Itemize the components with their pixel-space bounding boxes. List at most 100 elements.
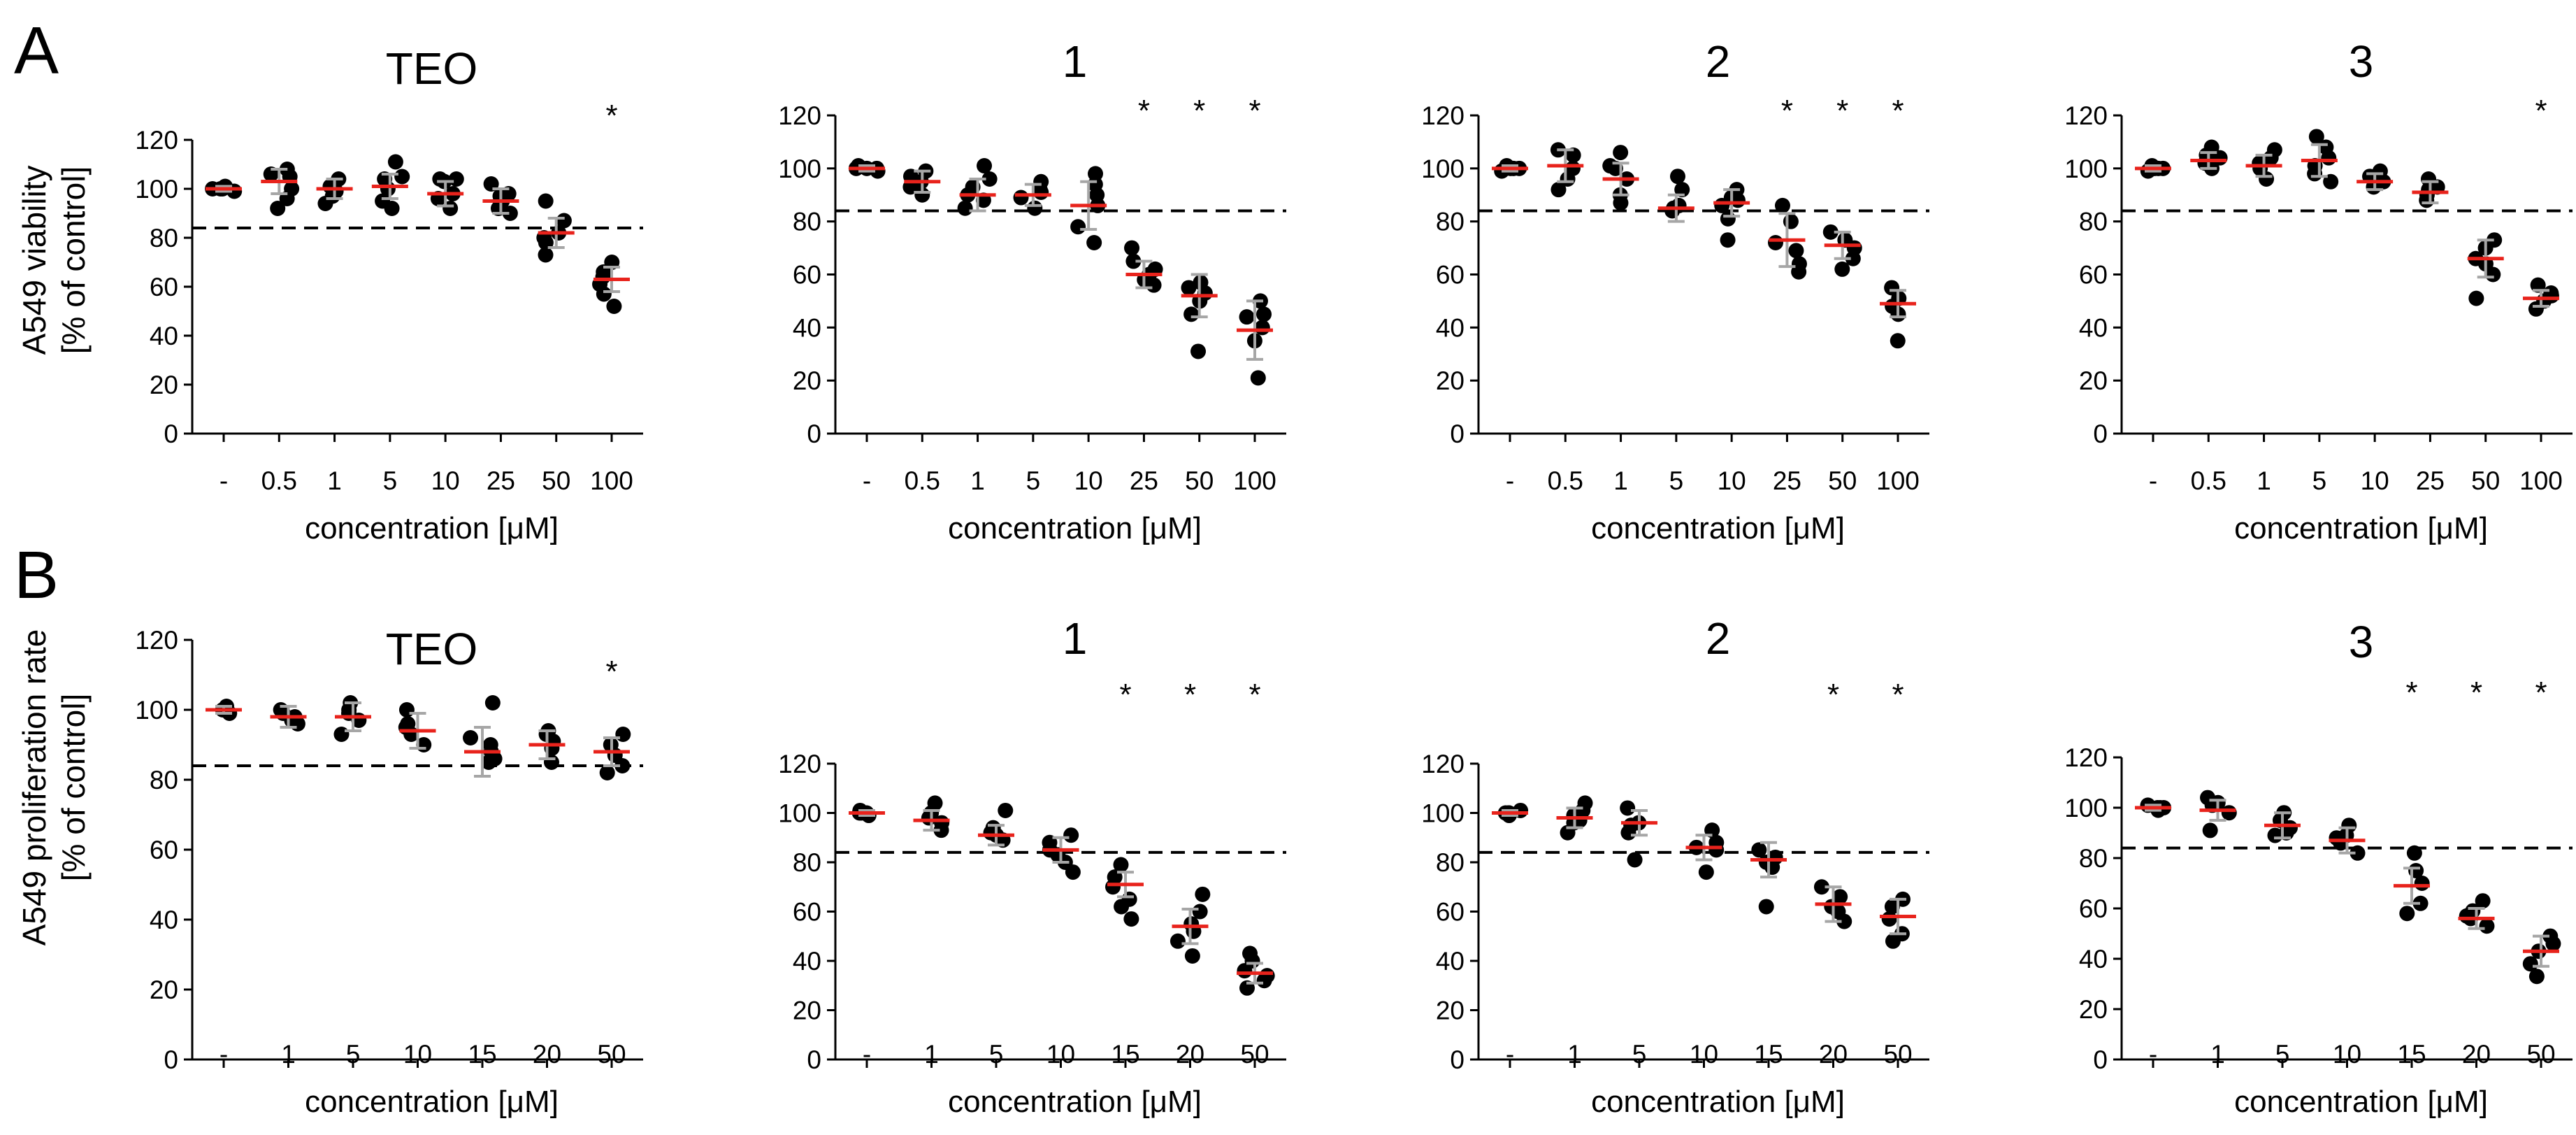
y-tick-label: 0 bbox=[2093, 420, 2108, 448]
data-point bbox=[482, 737, 498, 752]
x-tick-label: 10 bbox=[431, 466, 460, 495]
x-axis-label: concentration [μM] bbox=[2234, 1085, 2488, 1119]
chart-viability-teo: TEO 0 20 40 60 80 100 120 - 0.5 1 5 10 25 50 100 * concen… bbox=[135, 43, 643, 545]
row-a-y-label-line2: [% of control] bbox=[55, 166, 92, 354]
x-tick-label: 1 bbox=[2210, 1040, 2225, 1069]
x-tick-label: 10 bbox=[1690, 1040, 1718, 1069]
data-point bbox=[1774, 197, 1790, 213]
x-tick-label: 5 bbox=[2275, 1040, 2290, 1069]
data-point bbox=[384, 201, 400, 216]
y-tick-label: 40 bbox=[1436, 947, 1465, 976]
x-tick-label: 5 bbox=[2312, 466, 2327, 495]
x-tick-label: 1 bbox=[924, 1040, 939, 1069]
data-point bbox=[1146, 277, 1162, 293]
x-tick-label: - bbox=[1506, 466, 1514, 495]
y-tick-label: 100 bbox=[1421, 155, 1465, 183]
data-point bbox=[463, 730, 479, 745]
data-point bbox=[1237, 963, 1253, 979]
x-tick-label: 15 bbox=[2397, 1040, 2426, 1069]
data-point bbox=[1758, 899, 1774, 915]
data-point bbox=[1089, 187, 1105, 203]
significance-star: * bbox=[605, 99, 617, 133]
data-point bbox=[2321, 150, 2337, 166]
x-tick-label: - bbox=[220, 1040, 228, 1069]
x-tick-label: 20 bbox=[2462, 1040, 2491, 1069]
data-point bbox=[614, 758, 631, 773]
y-tick-label: 40 bbox=[2079, 945, 2108, 973]
x-tick-label: 20 bbox=[1176, 1040, 1204, 1069]
row-b-y-label: A549 proliferation rate [% of control] bbox=[16, 629, 92, 946]
data-point bbox=[1620, 800, 1636, 816]
x-tick-label: 1 bbox=[281, 1040, 296, 1069]
row-a-y-label: A549 viability [% of control] bbox=[16, 165, 92, 355]
data-point bbox=[1602, 158, 1618, 174]
x-tick-label: 50 bbox=[1883, 1040, 1912, 1069]
y-tick-label: 20 bbox=[150, 976, 178, 1004]
row-a-y-label-line1: A549 viability bbox=[16, 165, 52, 355]
x-tick-label: 0.5 bbox=[905, 466, 940, 495]
data-point bbox=[2475, 893, 2491, 909]
data-point bbox=[1114, 899, 1130, 915]
y-tick-label: 80 bbox=[2079, 208, 2108, 236]
y-tick-label: 100 bbox=[2064, 794, 2108, 822]
x-tick-label: 5 bbox=[1632, 1040, 1647, 1069]
y-tick-label: 40 bbox=[1436, 313, 1465, 342]
y-tick-label: 120 bbox=[778, 101, 821, 130]
data-point bbox=[1720, 210, 1736, 227]
data-point bbox=[933, 822, 949, 838]
x-tick-label: - bbox=[220, 466, 228, 495]
data-point bbox=[1170, 933, 1186, 949]
x-tick-label: 1 bbox=[1613, 466, 1628, 495]
y-tick-label: 20 bbox=[2079, 366, 2108, 395]
data-point bbox=[1195, 886, 1211, 902]
y-tick-label: 80 bbox=[1436, 848, 1465, 877]
data-point bbox=[487, 751, 503, 766]
x-tick-label: 25 bbox=[1773, 466, 1801, 495]
data-point bbox=[1671, 197, 1687, 213]
data-point bbox=[1013, 190, 1029, 206]
x-tick-label: 50 bbox=[597, 1040, 626, 1069]
y-tick-label: 120 bbox=[135, 126, 178, 155]
x-tick-label: 20 bbox=[1819, 1040, 1848, 1069]
data-point bbox=[270, 201, 286, 216]
x-tick-label: - bbox=[863, 466, 871, 495]
data-point bbox=[2412, 895, 2429, 911]
data-point bbox=[1623, 818, 1639, 834]
chart-title: 2 bbox=[1706, 613, 1731, 664]
data-point bbox=[1881, 911, 1897, 927]
data-point bbox=[596, 286, 612, 302]
significance-star: * bbox=[1184, 678, 1196, 712]
data-point bbox=[1813, 879, 1829, 895]
x-tick-label: 50 bbox=[2471, 466, 2500, 495]
data-point bbox=[1065, 864, 1081, 880]
data-point bbox=[2414, 876, 2430, 891]
data-point bbox=[2545, 936, 2561, 952]
significance-star: * bbox=[2405, 676, 2417, 710]
x-tick-label: 15 bbox=[1754, 1040, 1783, 1069]
data-point bbox=[1183, 306, 1200, 322]
data-point bbox=[1190, 343, 1207, 359]
data-point bbox=[1720, 232, 1736, 248]
y-tick-label: 0 bbox=[1450, 1045, 1465, 1074]
data-point bbox=[1124, 240, 1140, 256]
data-point bbox=[1063, 827, 1079, 843]
y-tick-label: 60 bbox=[150, 836, 178, 864]
significance-star: * bbox=[605, 655, 617, 689]
data-point bbox=[1070, 219, 1086, 235]
significance-star: * bbox=[2470, 676, 2482, 710]
data-point bbox=[1708, 842, 1725, 858]
x-tick-label: 50 bbox=[1185, 466, 1214, 495]
x-tick-label: 10 bbox=[403, 1040, 432, 1069]
x-tick-label: 5 bbox=[1026, 466, 1041, 495]
x-tick-label: - bbox=[2149, 1040, 2157, 1069]
x-tick-label: 50 bbox=[542, 466, 570, 495]
y-tick-label: 120 bbox=[1421, 101, 1465, 130]
y-tick-label: 60 bbox=[793, 261, 821, 290]
x-tick-label: 1 bbox=[2257, 466, 2271, 495]
panel-label-a: A bbox=[14, 13, 59, 88]
y-tick-label: 80 bbox=[150, 224, 178, 252]
